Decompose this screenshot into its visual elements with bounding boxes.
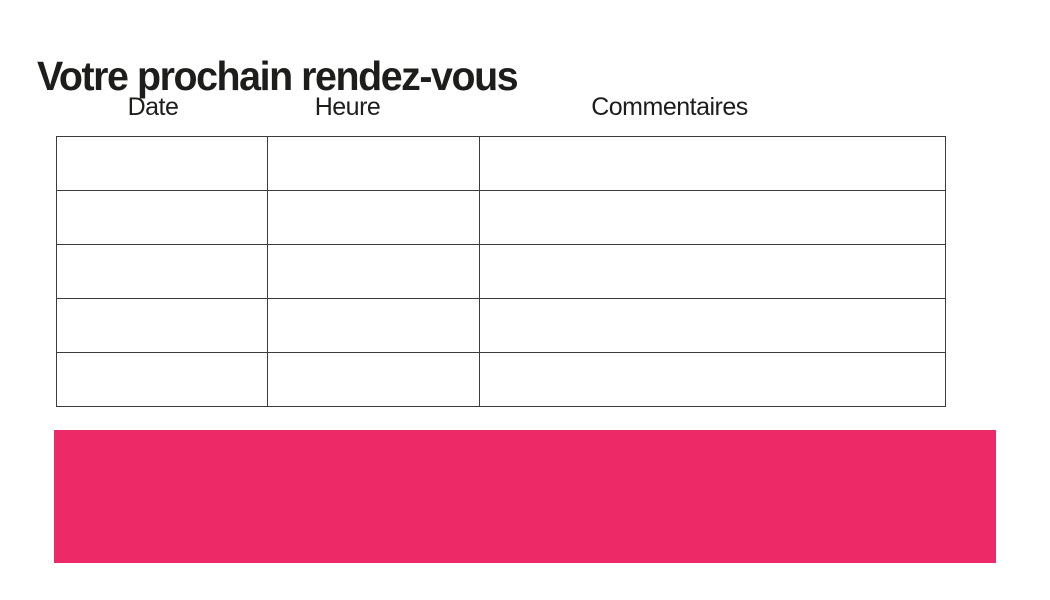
- appointments-table: [56, 136, 946, 407]
- cell-commentaires: [479, 352, 946, 407]
- cell-heure: [267, 244, 480, 299]
- column-header-heure: Heure: [314, 93, 381, 121]
- cell-date: [56, 244, 268, 299]
- cell-date: [56, 136, 268, 191]
- cell-date: [56, 298, 268, 353]
- table-row: [56, 352, 946, 407]
- column-header-commentaires: Commentaires: [591, 93, 748, 121]
- appointments-table-body: [56, 136, 946, 407]
- cell-heure: [267, 190, 480, 245]
- bottom-accent-banner: [54, 430, 996, 563]
- column-header-date: Date: [127, 93, 179, 121]
- cell-heure: [267, 136, 480, 191]
- table-row: [56, 136, 946, 191]
- cell-commentaires: [479, 136, 946, 191]
- cell-heure: [267, 298, 480, 353]
- cell-date: [56, 352, 268, 407]
- table-row: [56, 190, 946, 245]
- cell-commentaires: [479, 244, 946, 299]
- cell-date: [56, 190, 268, 245]
- cell-commentaires: [479, 190, 946, 245]
- cell-heure: [267, 352, 480, 407]
- page-title: Votre prochain rendez-vous: [37, 53, 519, 100]
- table-row: [56, 244, 946, 299]
- table-row: [56, 298, 946, 353]
- cell-commentaires: [479, 298, 946, 353]
- table-header-row: Date Heure Commentaires: [56, 93, 894, 122]
